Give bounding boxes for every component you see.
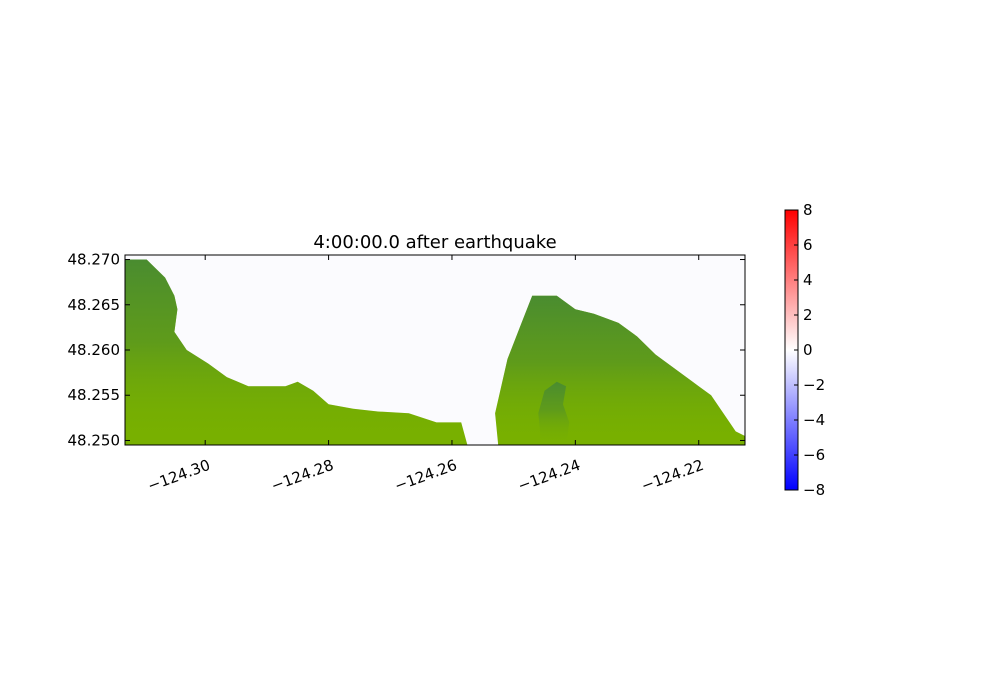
colorbar-tick-label: −8	[803, 481, 825, 499]
y-axis: 48.250 48.255 48.260 48.265 48.270	[68, 251, 745, 449]
x-tick-label: −124.22	[639, 456, 706, 495]
chart-title: 4:00:00.0 after earthquake	[313, 232, 556, 253]
y-tick-label: 48.265	[68, 296, 121, 314]
y-tick-label: 48.260	[68, 341, 121, 359]
colorbar-ticks: −8 −6 −4 −2 0 2 4 6 8	[794, 201, 825, 499]
land-shade-spit	[538, 381, 570, 445]
y-tick-label: 48.250	[68, 431, 121, 449]
colorbar-tick-label: 8	[803, 201, 813, 219]
plot-area	[125, 255, 745, 445]
y-tick-label: 48.270	[68, 251, 121, 269]
x-tick-label: −124.28	[269, 456, 336, 495]
land-shade-west-shore	[125, 259, 468, 445]
x-tick-label: −124.26	[392, 456, 459, 495]
colorbar-tick-label: 6	[803, 236, 813, 254]
colorbar: −8 −6 −4 −2 0 2 4 6 8	[784, 201, 825, 499]
colorbar-tick-label: −2	[803, 376, 825, 394]
colorbar-tick-label: −4	[803, 411, 825, 429]
x-tick-label: −124.30	[145, 456, 212, 495]
land-layer	[125, 259, 745, 445]
y-tick-label: 48.255	[68, 386, 121, 404]
colorbar-tick-label: 4	[803, 271, 813, 289]
colorbar-tick-label: 0	[803, 341, 813, 359]
colorbar-tick-label: −6	[803, 446, 825, 464]
x-tick-label: −124.24	[515, 456, 582, 495]
colorbar-tick-label: 2	[803, 306, 813, 324]
